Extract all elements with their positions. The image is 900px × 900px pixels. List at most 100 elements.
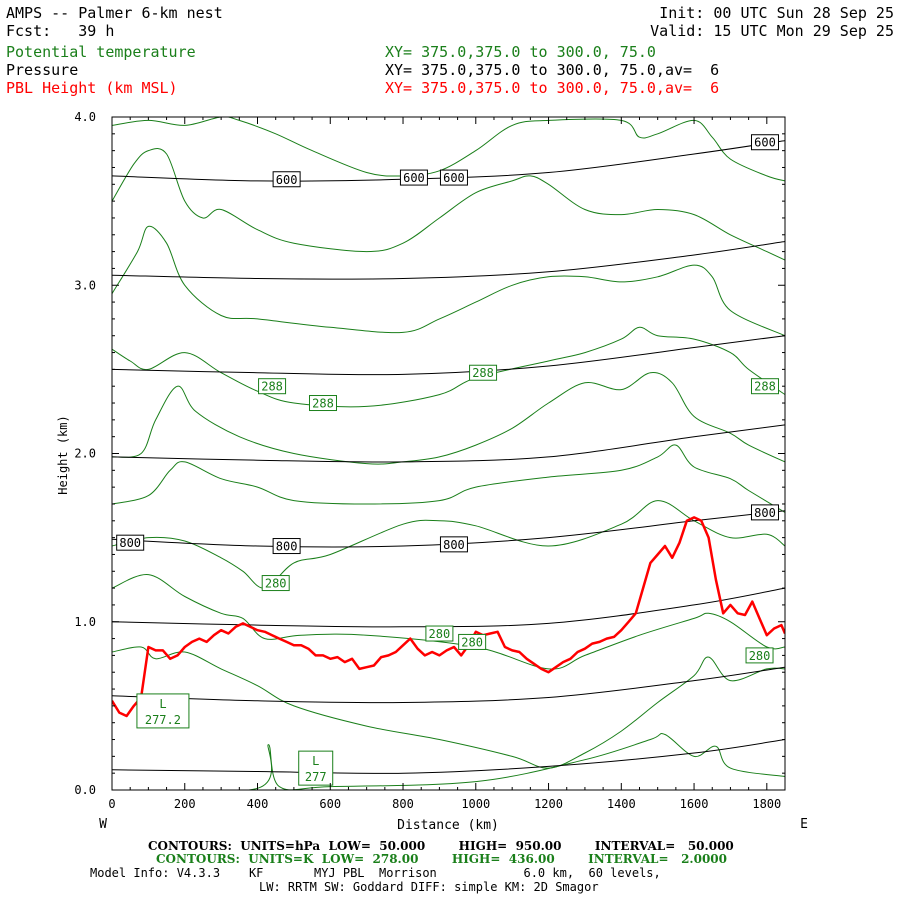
theta-contour-6 xyxy=(112,326,785,408)
theta-label-0: 288 xyxy=(258,378,287,395)
footer-model-info: Model Info: V4.3.3 KF MYJ PBL Morrison 6… xyxy=(90,866,661,880)
theta-contour-5 xyxy=(112,372,785,465)
theta-label-4-text: 280 xyxy=(265,577,287,591)
x-tick-label-1600: 1600 xyxy=(680,797,709,811)
low-marker-0-value: 277.2 xyxy=(145,713,181,727)
pressure-contour-950 xyxy=(112,739,785,774)
pressure-label-1-text: 800 xyxy=(276,540,298,554)
theta-label-7-text: 280 xyxy=(749,649,771,663)
low-marker-1-box xyxy=(298,750,334,786)
pressure-label-5-box xyxy=(399,169,428,186)
legend-theta-xy: XY= 375.0,375.0 to 300.0, 75.0 xyxy=(385,43,656,61)
low-marker-0-box xyxy=(136,693,190,729)
y-tick-label-2: 2.0 xyxy=(74,447,96,461)
theta-contour-9 xyxy=(112,117,785,182)
pbl-height-line xyxy=(112,516,785,718)
theta-label-3: 288 xyxy=(750,378,779,395)
low-marker-0: L 277.2 xyxy=(136,693,190,729)
theta-label-1-text: 288 xyxy=(312,397,334,411)
footer-pressure-contours: CONTOURS: UNITS=hPa LOW= 50.000 HIGH= 95… xyxy=(148,839,734,853)
x-tick-label-600: 600 xyxy=(319,797,341,811)
theta-contour-8 xyxy=(112,148,785,261)
theta-label-1-box xyxy=(308,395,337,412)
theta-contour-4 xyxy=(112,444,785,513)
plot-frame xyxy=(111,116,786,791)
pressure-contour-700 xyxy=(112,335,785,376)
theta-label-3-text: 288 xyxy=(754,380,776,394)
low-marker-1: L 277 xyxy=(298,750,334,786)
pressure-label-2-box xyxy=(439,536,468,553)
pressure-label-4-box xyxy=(272,171,301,188)
x-tick-label-800: 800 xyxy=(392,797,414,811)
low-marker-1-value: 277 xyxy=(305,770,327,784)
legend-pressure-name: Pressure xyxy=(6,61,79,79)
theta-label-5-text: 280 xyxy=(429,627,451,641)
pressure-label-5: 600 xyxy=(399,169,428,186)
x-axis-east-label: E xyxy=(800,817,808,832)
x-tick-label-0: 0 xyxy=(108,797,115,811)
pressure-label-6: 600 xyxy=(439,169,468,186)
forecast-hour: Fcst: 39 h xyxy=(6,22,115,40)
pressure-label-2-text: 800 xyxy=(443,538,465,552)
pressure-label-0-box xyxy=(116,534,145,551)
pressure-label-7-text: 600 xyxy=(754,136,776,150)
theta-contour-0 xyxy=(112,733,785,790)
x-tick-label-200: 200 xyxy=(174,797,196,811)
theta-contour-7 xyxy=(112,225,785,337)
pressure-label-3: 800 xyxy=(750,504,779,521)
pressure-label-1: 800 xyxy=(272,538,301,555)
theta-label-4-box xyxy=(261,575,290,592)
theta-label-0-box xyxy=(258,378,287,395)
y-axis-label: Height (km) xyxy=(56,415,70,494)
theta-label-2-text: 288 xyxy=(472,366,494,380)
x-axis-west-label: W xyxy=(99,817,107,832)
x-axis-label: Distance (km) xyxy=(397,818,499,833)
low-marker-1-letter: L xyxy=(312,754,319,768)
pressure-label-7: 600 xyxy=(750,134,779,151)
theta-label-1: 288 xyxy=(308,395,337,412)
pressure-contour-850 xyxy=(112,587,785,628)
pressure-label-6-text: 600 xyxy=(443,171,465,185)
legend-pbl-xy: XY= 375.0,375.0 to 300.0, 75.0,av= 6 xyxy=(385,79,720,97)
theta-label-2-box xyxy=(469,364,498,381)
pressure-label-3-box xyxy=(750,504,779,521)
pressure-label-5-text: 600 xyxy=(403,171,425,185)
pressure-label-7-box xyxy=(750,134,779,151)
x-tick-label-1400: 1400 xyxy=(607,797,636,811)
theta-label-7-box xyxy=(745,647,774,664)
y-tick-label-4: 4.0 xyxy=(74,110,96,124)
theta-label-5: 280 xyxy=(425,625,454,642)
y-tick-label-0: 0.0 xyxy=(74,783,96,797)
footer-theta-contours: CONTOURS: UNITS=K LOW= 278.00 HIGH= 436.… xyxy=(156,852,727,866)
pressure-label-4-text: 600 xyxy=(276,173,298,187)
x-tick-label-1200: 1200 xyxy=(534,797,563,811)
pressure-contour-650 xyxy=(112,241,785,280)
x-tick-label-1800: 1800 xyxy=(752,797,781,811)
theta-label-4: 280 xyxy=(261,575,290,592)
theta-contour-2 xyxy=(112,574,785,670)
y-tick-label-1: 1.0 xyxy=(74,615,96,629)
theta-label-6-box xyxy=(458,633,487,650)
theta-label-6: 280 xyxy=(458,633,487,650)
pressure-label-4: 600 xyxy=(272,171,301,188)
pressure-label-3-text: 800 xyxy=(754,506,776,520)
theta-contour-3 xyxy=(112,500,785,589)
theta-contour-1 xyxy=(112,646,785,769)
pressure-contour-750 xyxy=(112,424,785,463)
pressure-label-1-box xyxy=(272,538,301,555)
theta-label-6-text: 280 xyxy=(461,635,483,649)
x-tick-label-1000: 1000 xyxy=(461,797,490,811)
pressure-label-6-box xyxy=(439,169,468,186)
legend-theta-name: Potential temperature xyxy=(6,43,196,61)
plot-title: AMPS -- Palmer 6-km nest xyxy=(6,4,223,22)
footer-physics-info: LW: RRTM SW: Goddard DIFF: simple KM: 2D… xyxy=(259,880,599,894)
theta-label-0-text: 288 xyxy=(261,380,283,394)
pressure-label-2: 800 xyxy=(439,536,468,553)
x-tick-label-400: 400 xyxy=(247,797,269,811)
theta-label-5-box xyxy=(425,625,454,642)
pressure-label-0: 800 xyxy=(116,534,145,551)
valid-time: Valid: 15 UTC Mon 29 Sep 25 xyxy=(650,22,894,40)
y-tick-label-3: 3.0 xyxy=(74,278,96,292)
pressure-label-0-text: 800 xyxy=(119,536,141,550)
